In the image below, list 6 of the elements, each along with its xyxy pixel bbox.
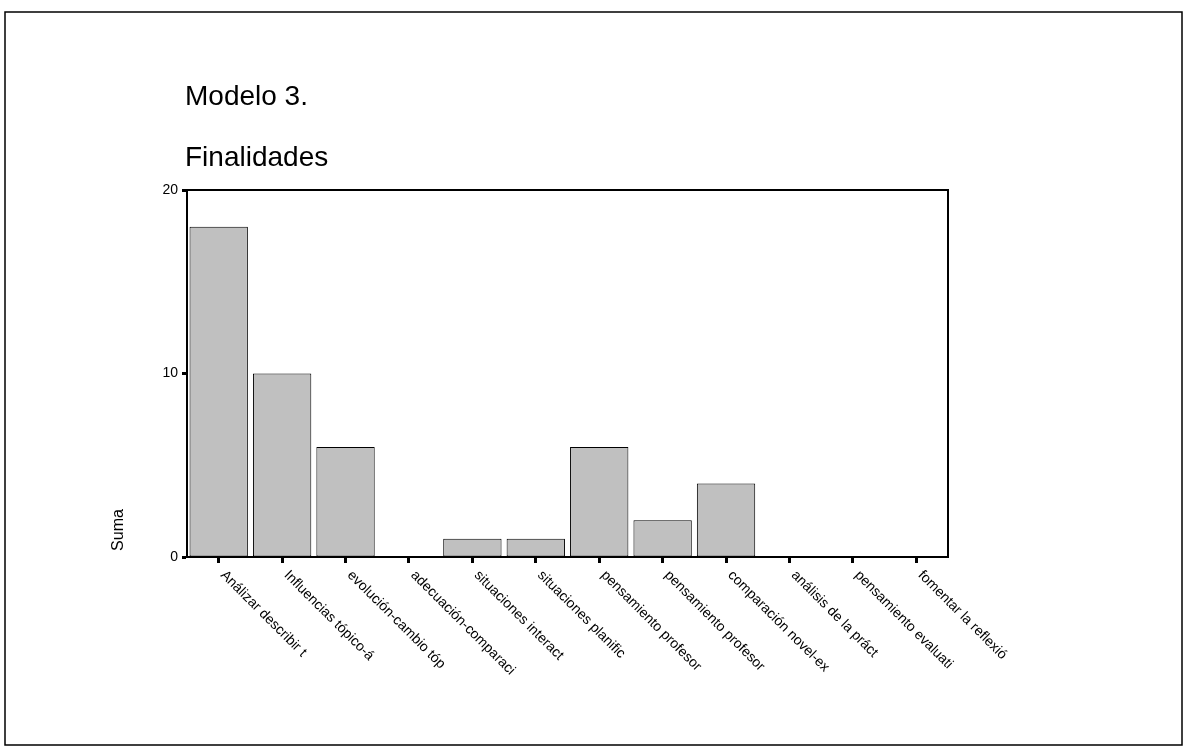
y-tick-label: 0 — [170, 547, 179, 564]
y-axis-title: Suma — [109, 509, 126, 551]
y-tick-label: 10 — [162, 364, 179, 381]
chart-subtitle: Finalidades — [185, 141, 329, 172]
y-tick-label: 20 — [162, 180, 179, 197]
chart-title: Modelo 3. — [185, 80, 308, 111]
